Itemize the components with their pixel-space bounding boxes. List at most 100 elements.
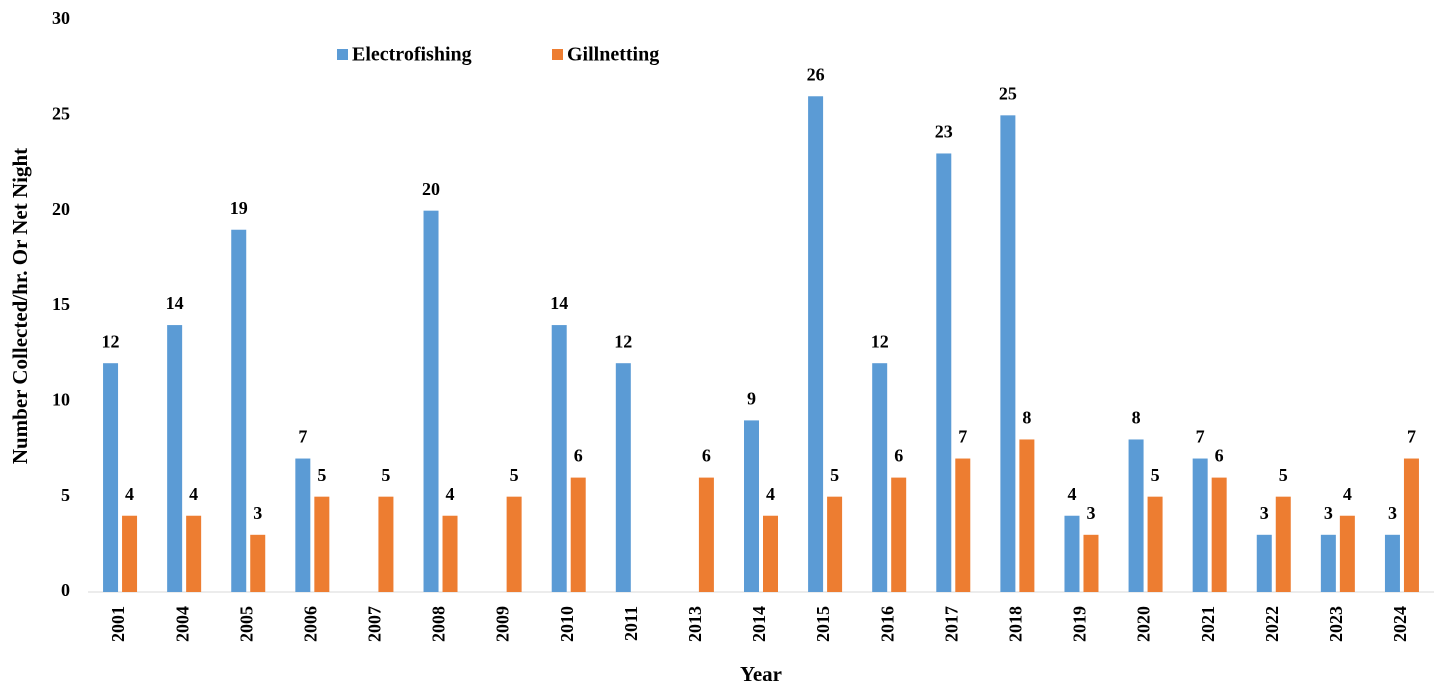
bar [250,534,266,592]
data-label: 7 [298,427,307,447]
bar [442,515,458,592]
x-tick-label: 2011 [621,606,641,641]
data-label: 4 [189,484,198,504]
bar [1000,115,1016,592]
data-label: 7 [958,427,967,447]
bar [378,496,394,592]
bar [167,325,183,592]
x-tick-label: 2015 [813,606,833,642]
data-label: 3 [1086,503,1095,523]
x-tick-label: 2008 [429,606,449,642]
x-tick-label: 2005 [236,606,256,642]
bar [744,420,759,592]
data-label: 4 [1067,484,1076,504]
y-tick-label: 5 [61,485,70,505]
data-label: 20 [422,179,440,199]
y-tick-label: 30 [52,8,70,28]
data-label: 25 [999,83,1017,103]
bar [551,325,567,592]
x-tick-label: 2004 [172,606,192,642]
bar [1275,496,1291,592]
bar [1064,515,1080,592]
x-tick-label: 2022 [1262,606,1282,642]
data-label: 4 [1343,484,1352,504]
x-tick-label: 2016 [877,606,897,642]
y-tick-label: 0 [61,580,70,600]
bar [506,496,522,592]
data-label: 5 [510,465,519,485]
data-label: 5 [381,465,390,485]
bar [1019,439,1035,592]
bar [1128,439,1144,592]
data-label: 5 [317,465,326,485]
bar [763,515,778,592]
bar [1320,534,1336,592]
data-label: 6 [894,446,903,466]
bar [1256,534,1272,592]
data-label: 6 [1215,446,1224,466]
bar [103,363,119,592]
data-label: 12 [871,331,889,351]
data-label: 12 [102,331,120,351]
y-tick-label: 10 [52,389,70,409]
data-label: 19 [230,198,248,218]
x-tick-label: 2013 [685,606,705,642]
data-label: 6 [702,446,711,466]
bar [1083,534,1099,592]
data-label: 5 [1151,465,1160,485]
bar [122,515,138,592]
bar [615,363,631,592]
y-tick-label: 25 [52,103,70,123]
data-label: 5 [1279,465,1288,485]
bar [698,477,714,592]
x-tick-label: 2001 [108,606,128,642]
y-tick-label: 20 [52,199,70,219]
data-label: 14 [166,293,184,313]
x-tick-label: 2021 [1198,606,1218,642]
x-tick-label: 2020 [1134,606,1154,642]
x-tick-label: 2007 [365,606,385,642]
data-label: 7 [1407,427,1416,447]
x-tick-label: 2017 [941,606,961,642]
bar [570,477,586,592]
bar [231,229,247,592]
data-label: 5 [830,465,839,485]
legend-swatch [337,49,348,60]
bar [1211,477,1227,592]
bar [423,210,439,592]
x-tick-label: 2006 [300,606,320,642]
bar [1339,515,1355,592]
data-label: 3 [1324,503,1333,523]
bar [936,153,952,592]
bar [808,96,824,593]
data-label: 23 [935,122,953,142]
data-label: 6 [574,446,583,466]
data-label: 12 [614,331,632,351]
data-label: 7 [1196,427,1205,447]
data-label: 26 [807,64,825,84]
bar [1192,458,1208,592]
bar [186,515,202,592]
legend-label: Gillnetting [567,44,659,66]
legend-swatch [552,49,563,60]
x-axis-title: Year [740,662,782,686]
bar [1384,534,1400,592]
data-label: 4 [125,484,134,504]
x-tick-label: 2023 [1326,606,1346,642]
data-label: 8 [1132,408,1141,428]
y-axis-title: Number Collected/hr. Or Net Night [8,148,32,464]
bar [872,363,888,592]
y-tick-label: 15 [52,294,70,314]
data-label: 4 [446,484,455,504]
bar [827,496,843,592]
bar [295,458,311,592]
data-label: 8 [1022,408,1031,428]
data-label: 14 [550,293,568,313]
bar [955,458,971,592]
data-label: 9 [747,389,756,409]
data-label: 3 [1260,503,1269,523]
x-tick-label: 2010 [557,606,577,642]
x-tick-label: 2009 [493,606,513,642]
x-tick-label: 2024 [1390,606,1410,642]
